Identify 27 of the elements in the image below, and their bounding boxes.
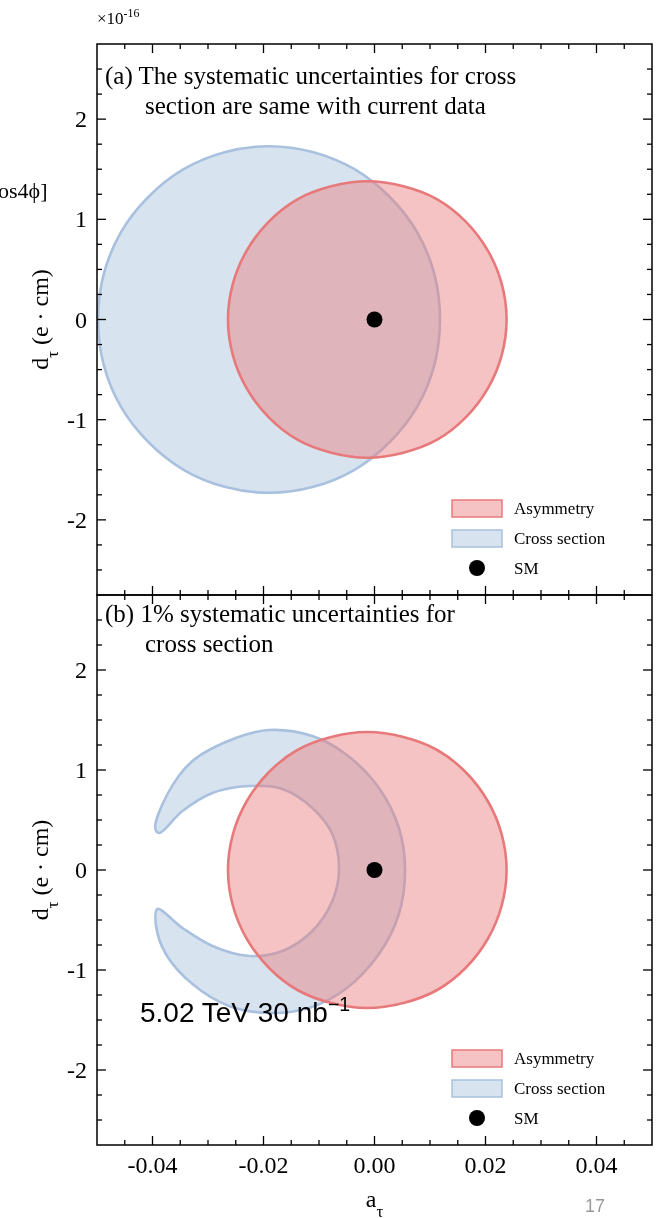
x-tick-label: 0.02 bbox=[464, 1152, 507, 1178]
x-axis-title: a$_{τ}$ bbox=[365, 1186, 384, 1218]
y-tick-label: 2 bbox=[75, 657, 87, 683]
x-tick-label: -0.02 bbox=[238, 1152, 289, 1178]
y-tick-label: 1 bbox=[75, 757, 87, 783]
annotation: 5.02 TeV 30 nb$^{−1}$ bbox=[140, 993, 351, 1028]
legend-label: Cross section bbox=[514, 529, 606, 548]
y-tick-label: 2 bbox=[75, 106, 87, 133]
legend-label: Asymmetry bbox=[514, 499, 595, 518]
y-tick-label: 0 bbox=[75, 857, 87, 883]
legend-label: SM bbox=[514, 1109, 539, 1128]
text: 17 bbox=[585, 1196, 606, 1216]
y-tick-label: 1 bbox=[75, 206, 87, 233]
annotation: (b) 1% systematic uncertainties for cross section bbox=[105, 600, 456, 657]
text: ×10$^{-16}$ bbox=[97, 6, 140, 28]
legend-label: Asymmetry bbox=[514, 1049, 595, 1068]
y-tick-label: 0 bbox=[75, 306, 87, 333]
legend-label: SM bbox=[514, 559, 539, 578]
y-tick-label: -1 bbox=[67, 957, 87, 983]
annotation: (a) The systematic uncertainties for cross section are same with current data bbox=[105, 62, 517, 119]
x-tick-label: 0.00 bbox=[353, 1152, 396, 1178]
x-tick-label: -0.04 bbox=[127, 1152, 178, 1178]
y-tick-label: -1 bbox=[67, 406, 87, 433]
y-tick-label: -2 bbox=[67, 1057, 87, 1083]
legend-label: Cross section bbox=[514, 1079, 606, 1098]
x-tick-label: 0.04 bbox=[575, 1152, 618, 1178]
y-tick-label: -2 bbox=[67, 506, 87, 533]
